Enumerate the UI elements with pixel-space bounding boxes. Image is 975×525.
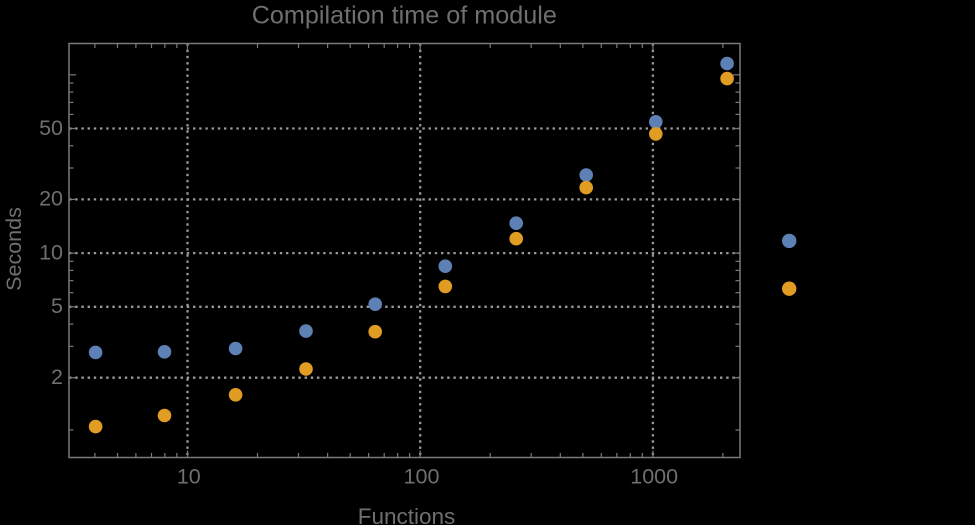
svg-text:20: 20: [39, 187, 63, 211]
svg-text:Functions: Functions: [358, 504, 456, 525]
svg-text:50: 50: [39, 116, 63, 140]
svg-text:100: 100: [404, 464, 440, 488]
svg-text:1000: 1000: [630, 464, 678, 488]
svg-text:Compilation time of module: Compilation time of module: [252, 1, 557, 29]
svg-text:Seconds: Seconds: [2, 207, 26, 291]
svg-text:2: 2: [51, 365, 63, 389]
svg-text:10: 10: [177, 464, 201, 488]
svg-text:10: 10: [39, 240, 63, 264]
svg-text:5: 5: [51, 294, 63, 318]
